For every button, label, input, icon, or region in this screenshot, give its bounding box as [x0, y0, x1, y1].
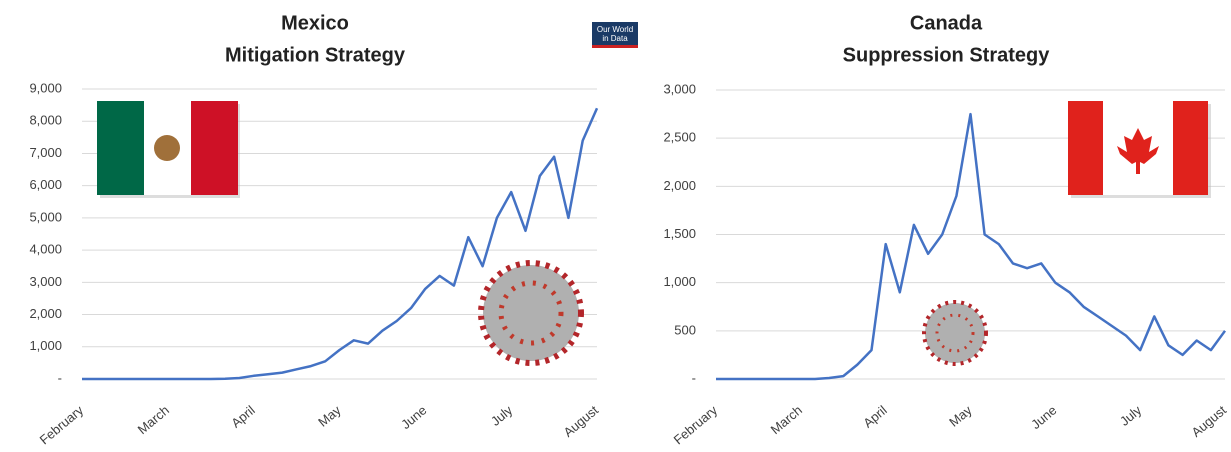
x-tick-label: May [946, 402, 975, 430]
x-tick-label: July [488, 402, 516, 429]
logo: Our World in Data [592, 22, 638, 48]
mexico-flag [97, 101, 240, 198]
line-series [82, 107, 599, 381]
y-tick-label: 2,500 [663, 130, 696, 145]
virus-left [478, 260, 584, 366]
x-tick-label: February [37, 402, 87, 447]
y-tick-label: - [692, 370, 696, 385]
y-tick-label: 1,500 [663, 226, 696, 241]
logo-text: Our World [597, 25, 633, 34]
logo-box [592, 22, 638, 48]
maple-leaf [1117, 128, 1159, 174]
x-tick-label: February [671, 402, 721, 447]
x-tick-label: March [135, 402, 172, 437]
chart-subtitle: Suppression Strategy [843, 44, 1051, 66]
x-tick-label: August [560, 402, 601, 440]
x-tick-label: April [860, 402, 890, 430]
flag-stripe [97, 101, 144, 195]
virus-spikes [922, 300, 988, 366]
virus-spikes [498, 280, 564, 346]
line-series [716, 112, 1227, 381]
y-tick-label: 2,000 [663, 178, 696, 193]
flag-stripe [191, 101, 238, 195]
x-tick-label: March [768, 402, 805, 437]
y-tick-label: 4,000 [29, 242, 62, 257]
y-tick-label: 3,000 [663, 81, 696, 96]
y-tick-label: 2,000 [29, 306, 62, 321]
chart-title: Mexico [281, 12, 349, 34]
y-tick-label: 3,000 [29, 274, 62, 289]
y-tick-label: 1,000 [663, 274, 696, 289]
virus-spikes [935, 313, 975, 353]
y-tick-label: 1,000 [29, 338, 62, 353]
logo-text: in Data [602, 34, 628, 43]
flag-stripe [1068, 101, 1103, 195]
y-tick-label: 8,000 [29, 113, 62, 128]
x-tick-label: July [1117, 402, 1145, 429]
virus-right [922, 300, 988, 366]
x-tick-label: April [228, 402, 258, 430]
chart-subtitle: Mitigation Strategy [225, 44, 406, 66]
y-tick-label: - [58, 370, 62, 385]
y-tick-label: 500 [674, 322, 696, 337]
virus-spikes [478, 260, 584, 366]
y-tick-label: 5,000 [29, 209, 62, 224]
canada-flag [1068, 101, 1211, 198]
chart-panel: Mexico Mitigation Strategy - 1,000 2,000 3,00… [29, 12, 601, 447]
y-tick-label: 9,000 [29, 80, 62, 95]
chart-title: Canada [910, 12, 983, 34]
flag-emblem [154, 135, 180, 161]
virus-body [925, 303, 985, 363]
y-tick-label: 7,000 [29, 145, 62, 160]
x-tick-label: June [398, 402, 429, 432]
x-tick-label: June [1028, 402, 1059, 432]
chart-panel: Canada Suppression Strategy - 500 1,000 1,500… [663, 12, 1229, 447]
x-tick-label: May [315, 402, 344, 430]
x-tick-label: August [1188, 402, 1229, 440]
virus-body [483, 265, 579, 361]
logo-bar [592, 45, 638, 48]
y-tick-label: 6,000 [29, 177, 62, 192]
flag-stripe [1173, 101, 1208, 195]
